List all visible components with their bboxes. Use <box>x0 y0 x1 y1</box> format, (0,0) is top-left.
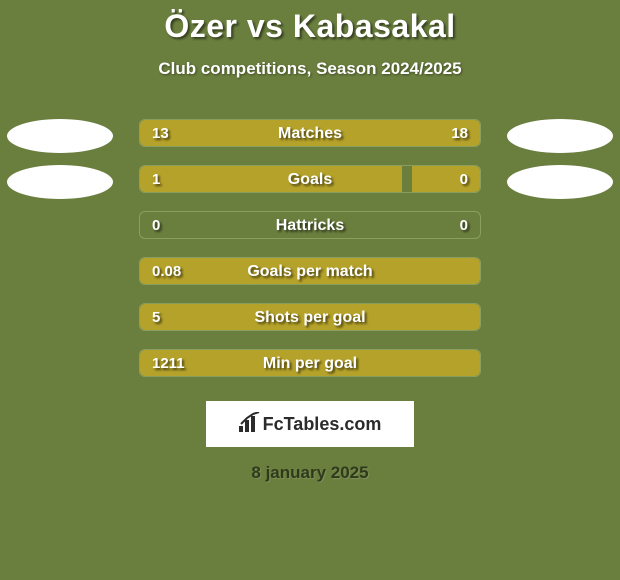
avatar-right <box>507 165 613 199</box>
chart-icon <box>239 412 261 437</box>
stat-bar-container: 00Hattricks <box>139 211 481 239</box>
stat-row: 0.08Goals per match <box>0 257 620 303</box>
stat-label: Goals <box>140 166 480 193</box>
stat-bar-container: 1211Min per goal <box>139 349 481 377</box>
stat-row: 1211Min per goal <box>0 349 620 395</box>
stat-label: Min per goal <box>140 350 480 377</box>
avatar-left <box>7 119 113 153</box>
stat-row: 00Hattricks <box>0 211 620 257</box>
page-subtitle: Club competitions, Season 2024/2025 <box>0 59 620 79</box>
date-text: 8 january 2025 <box>0 463 620 483</box>
stat-label: Hattricks <box>140 212 480 239</box>
avatar-right <box>507 119 613 153</box>
stat-row: 1318Matches <box>0 119 620 165</box>
logo-text: FcTables.com <box>263 414 382 435</box>
stat-label: Shots per goal <box>140 304 480 331</box>
stat-label: Matches <box>140 120 480 147</box>
page-title: Özer vs Kabasakal <box>0 0 620 45</box>
avatar-left <box>7 165 113 199</box>
stat-bar-container: 1318Matches <box>139 119 481 147</box>
stat-label: Goals per match <box>140 258 480 285</box>
stat-row: 10Goals <box>0 165 620 211</box>
stat-row: 5Shots per goal <box>0 303 620 349</box>
stat-bar-container: 5Shots per goal <box>139 303 481 331</box>
logo-box: FcTables.com <box>206 401 414 447</box>
stats-area: 1318Matches 10Goals 00Hattricks 0.08Goals p… <box>0 119 620 395</box>
stat-bar-container: 10Goals <box>139 165 481 193</box>
stat-bar-container: 0.08Goals per match <box>139 257 481 285</box>
